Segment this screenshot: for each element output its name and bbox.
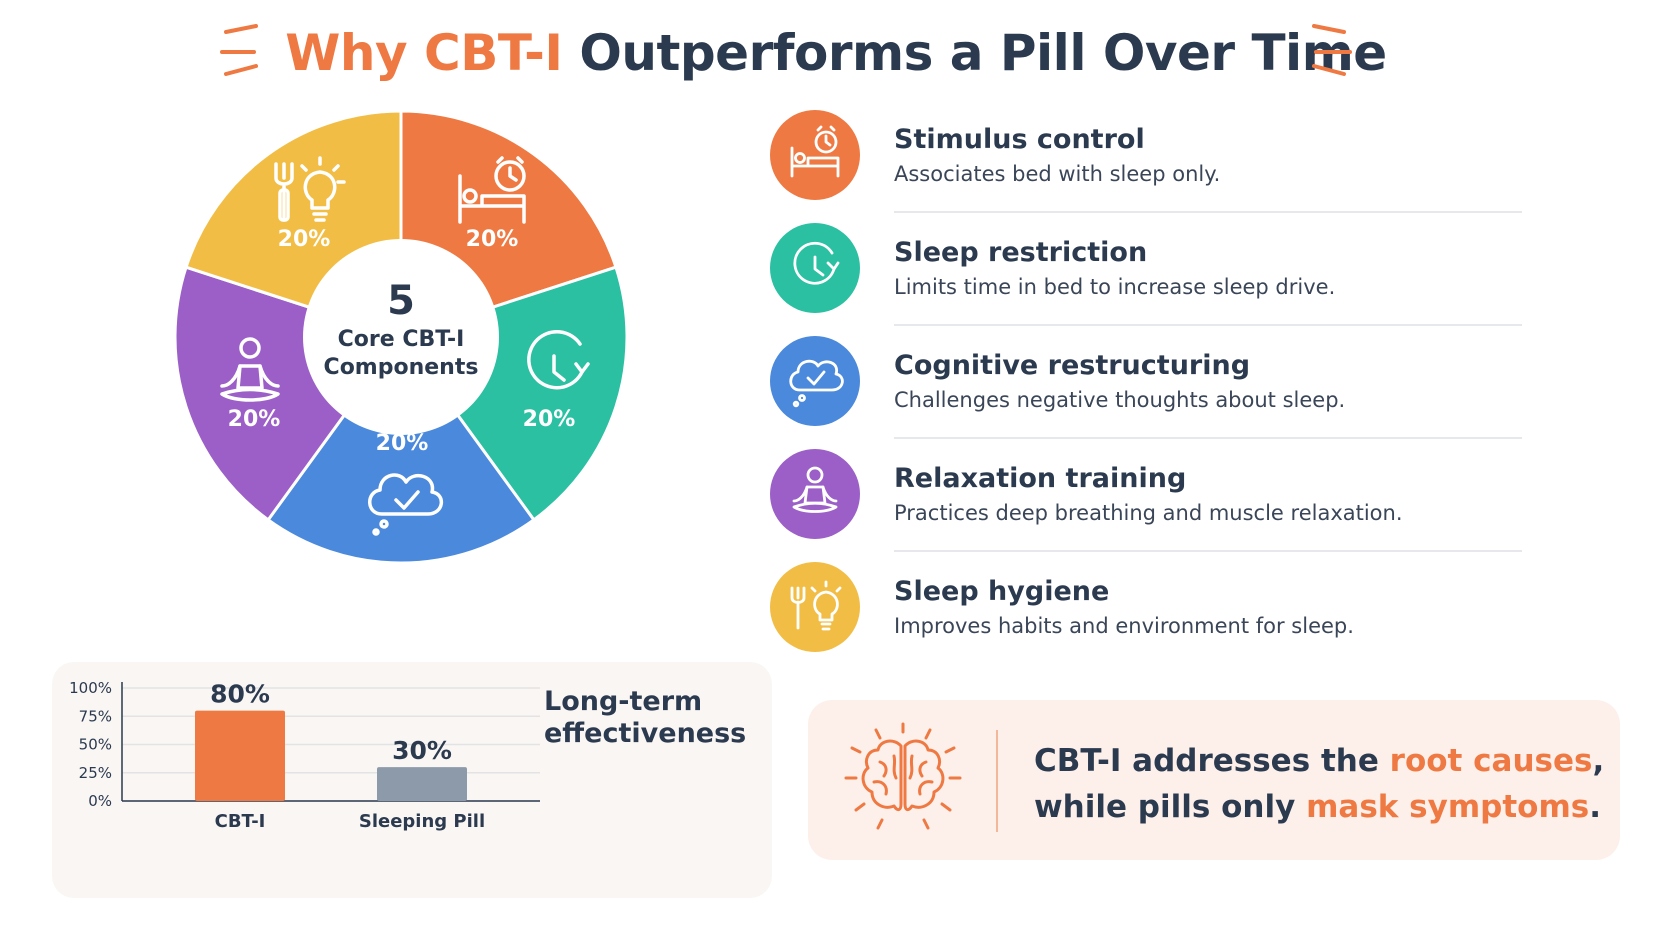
callout-line1-suffix: , [1592, 743, 1605, 779]
meditation-icon [792, 466, 838, 513]
y-tick-label: 75% [79, 707, 112, 725]
callout-line2: while pills only mask symptoms. [1034, 784, 1604, 830]
bar-value-label: 80% [210, 680, 270, 709]
donut-slice-label-1: 20% [466, 227, 519, 252]
callout-highlight-root-causes: root causes [1389, 743, 1593, 779]
component-description: Improves habits and environment for slee… [894, 614, 1354, 638]
icon-circle-sleep-hygiene [770, 562, 860, 652]
callout-line2-prefix: while pills only [1034, 789, 1307, 825]
effectiveness-chart-card: 0% 25% 50% 75% 100% 80% 30% CBT-I Sleeping Pil… [52, 662, 772, 898]
clock-icon [527, 330, 590, 390]
x-category-label: CBT-I [215, 811, 266, 832]
x-category-label: Sleeping Pill [359, 811, 485, 832]
donut-center-number: 5 [387, 278, 415, 324]
y-tick-label: 0% [88, 792, 112, 810]
component-name: Sleep hygiene [894, 576, 1110, 607]
component-name: Sleep restriction [894, 237, 1148, 268]
callout-divider [996, 730, 998, 832]
component-description: Associates bed with sleep only. [894, 162, 1221, 186]
donut-slice-label-5: 20% [278, 227, 331, 252]
callout-highlight-mask-symptoms: mask symptoms [1306, 789, 1590, 825]
fork-lightbulb-icon [274, 156, 346, 222]
callout-text: CBT-I addresses the root causes, while p… [1034, 738, 1604, 830]
callout-line1-prefix: CBT-I addresses the [1034, 743, 1390, 779]
list-item-sleep-restriction: Sleep restriction Limits time in bed to … [770, 223, 1522, 336]
meditation-icon [220, 337, 280, 402]
thought-cloud-check-icon [789, 359, 844, 408]
clock-icon [793, 241, 840, 285]
donut-slice-label-2: 20% [523, 407, 576, 432]
list-item-cognitive-restructuring: Cognitive restructuring Challenges negat… [770, 336, 1522, 449]
list-item-sleep-hygiene: Sleep hygiene Improves habits and enviro… [770, 562, 1522, 675]
bar-value-label: 30% [392, 736, 452, 765]
icon-circle-cognitive-restructuring [770, 336, 860, 426]
divider [894, 437, 1522, 439]
components-list: Stimulus control Associates bed with sle… [770, 110, 1522, 675]
page-title: Why CBT-I Outperforms a Pill Over Time [0, 24, 1672, 82]
y-tick-label: 25% [79, 764, 112, 782]
component-description: Limits time in bed to increase sleep dri… [894, 275, 1336, 299]
bar-sleeping-pill [377, 767, 467, 801]
thought-cloud-check-icon [368, 473, 443, 536]
fork-lightbulb-icon [790, 580, 842, 631]
component-name: Cognitive restructuring [894, 350, 1251, 381]
components-donut-chart: 20% 20% 20% 20% 20% 5 Core CBT-I Components [176, 109, 626, 564]
bar-cbt-i [195, 710, 285, 801]
y-tick-label: 100% [69, 679, 112, 697]
y-tick-label: 50% [79, 736, 112, 754]
title-rest: Outperforms a Pill Over Time [562, 24, 1387, 82]
component-description: Practices deep breathing and muscle rela… [894, 501, 1403, 525]
donut-slice-label-4: 20% [228, 407, 281, 432]
key-takeaway-callout: CBT-I addresses the root causes, while p… [808, 700, 1620, 860]
icon-circle-sleep-restriction [770, 223, 860, 313]
chart-title: Long-term effectiveness [544, 686, 747, 749]
donut-slice-label-3: 20% [376, 431, 429, 456]
donut-center-line1: Core CBT-I [338, 327, 465, 352]
bed-alarm-clock-icon [458, 156, 526, 224]
divider [894, 324, 1522, 326]
list-item-stimulus-control: Stimulus control Associates bed with sle… [770, 110, 1522, 223]
brain-icon [844, 722, 962, 830]
title-rays-right-icon [1312, 24, 1352, 76]
title-row: Why CBT-I Outperforms a Pill Over Time [0, 20, 1672, 90]
icon-circle-relaxation-training [770, 449, 860, 539]
callout-line2-suffix: . [1589, 789, 1601, 825]
icon-circle-stimulus-control [770, 110, 860, 200]
component-name: Stimulus control [894, 124, 1145, 155]
effectiveness-bar-chart: 0% 25% 50% 75% 100% 80% 30% CBT-I Sleeping Pil… [69, 679, 540, 832]
component-description: Challenges negative thoughts about sleep… [894, 388, 1346, 412]
component-name: Relaxation training [894, 463, 1187, 494]
donut-center-circle [303, 239, 499, 435]
divider [894, 550, 1522, 552]
list-item-relaxation-training: Relaxation training Practices deep breat… [770, 449, 1522, 562]
callout-line1: CBT-I addresses the root causes, [1034, 738, 1604, 784]
divider [894, 211, 1522, 213]
title-accent: Why CBT-I [285, 24, 563, 82]
donut-slice-3 [266, 334, 536, 564]
bed-alarm-clock-icon [790, 125, 840, 178]
donut-center-line2: Components [324, 355, 479, 380]
title-rays-left-icon [220, 24, 258, 76]
